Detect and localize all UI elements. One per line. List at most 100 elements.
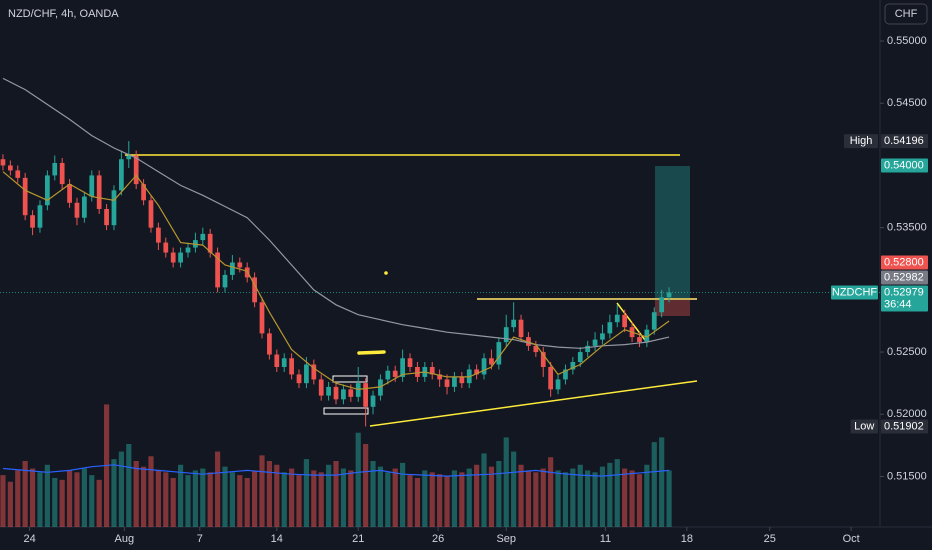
volume-bar [385, 472, 391, 527]
candle-body [444, 379, 450, 387]
volume-bar [429, 472, 435, 527]
volume-bar [474, 464, 480, 527]
x-tick-label: Oct [843, 533, 860, 545]
candle-body [563, 369, 568, 380]
moving-average [2, 464, 670, 477]
volume-bar [111, 459, 117, 527]
volume-bar [59, 479, 65, 527]
countdown: 36:44 [884, 298, 912, 310]
candle-body [585, 345, 591, 353]
volume-bar [651, 442, 657, 527]
volume-bar [444, 476, 450, 527]
price-tag: NZDCHF [832, 286, 877, 298]
volume-bar [377, 466, 384, 527]
volume-bar [511, 451, 517, 527]
price-tag-box [831, 285, 878, 300]
volume-bar [348, 470, 354, 527]
candle-body [326, 386, 331, 396]
candle-body [0, 159, 6, 166]
x-tick-label: 18 [681, 533, 693, 545]
candle-body [548, 366, 554, 390]
volume-bar [451, 470, 458, 527]
y-tick-label: 0.55000 [887, 35, 927, 47]
candle-body [311, 364, 317, 380]
volume-bar [296, 475, 302, 527]
x-tick-label: 11 [600, 533, 611, 545]
volume-bar [518, 464, 524, 527]
price-label-box [881, 419, 928, 434]
volume-bar [37, 472, 43, 527]
candle-body [215, 252, 220, 288]
currency-label[interactable]: CHF [895, 8, 918, 20]
candle-body [163, 242, 169, 253]
candle-body [96, 175, 102, 209]
volume-bar [318, 472, 324, 527]
price-tag-box [850, 419, 878, 434]
candle-body [267, 333, 272, 355]
candle-body [148, 200, 154, 228]
moving-average [2, 77, 670, 349]
candle-body [622, 314, 628, 328]
volume-bar [599, 466, 606, 527]
volume-bar [392, 468, 398, 527]
volume-bar [562, 472, 569, 527]
candle-body [429, 366, 435, 375]
volume-bar [437, 474, 443, 527]
candle-body [348, 389, 354, 397]
volume-bar [570, 468, 576, 527]
candle-body [489, 358, 494, 365]
candle-body [651, 312, 657, 330]
price-tag: Low [854, 420, 874, 432]
candle-body [185, 247, 191, 253]
volume-bar [303, 459, 309, 527]
moving-average [2, 171, 670, 391]
volume-bar [370, 461, 376, 527]
candle-body [237, 262, 243, 268]
volume-bar [422, 470, 428, 527]
chart-title: NZD/CHF, 4h, OANDA [8, 8, 119, 20]
volume-bar [592, 472, 598, 527]
candle-body [518, 319, 524, 338]
volume-bar [466, 468, 472, 527]
volume-bar [414, 477, 421, 527]
candle-body [659, 297, 665, 313]
volume-bar [355, 432, 361, 527]
volume-bar [333, 461, 339, 527]
volume-bar [7, 481, 13, 527]
price-label: 0.54196 [884, 135, 924, 147]
volume-bar [200, 468, 206, 527]
volume-bar [503, 437, 509, 527]
x-tick-label: Aug [115, 533, 135, 545]
volume-bar [66, 470, 73, 527]
volume-bar [81, 468, 87, 527]
candle-body [481, 358, 487, 375]
candle-body [252, 277, 257, 303]
volume-bar [237, 475, 243, 527]
volume-bar [140, 466, 147, 527]
y-tick-label: 0.54500 [887, 97, 927, 109]
volume-bar [266, 461, 272, 527]
candle-body [318, 379, 324, 396]
volume-bar [244, 477, 250, 527]
volume-bar [540, 468, 546, 527]
candle-body [178, 252, 183, 263]
wedge-line [616, 302, 646, 341]
candle-body [370, 395, 376, 407]
volume-bar [52, 477, 58, 527]
volume-bar [148, 456, 154, 527]
candle-body [637, 337, 642, 343]
currency-button[interactable] [884, 3, 928, 25]
candle-body [126, 155, 132, 160]
drawings [125, 154, 698, 427]
candle-body [400, 358, 405, 377]
candle-body [119, 159, 124, 191]
volume-bar [340, 468, 347, 527]
candle-body [281, 358, 287, 367]
candle-body [363, 383, 368, 407]
candle-body [156, 227, 161, 243]
candle-body [15, 170, 21, 178]
volume-bar [96, 479, 102, 527]
candle-body [600, 333, 605, 340]
